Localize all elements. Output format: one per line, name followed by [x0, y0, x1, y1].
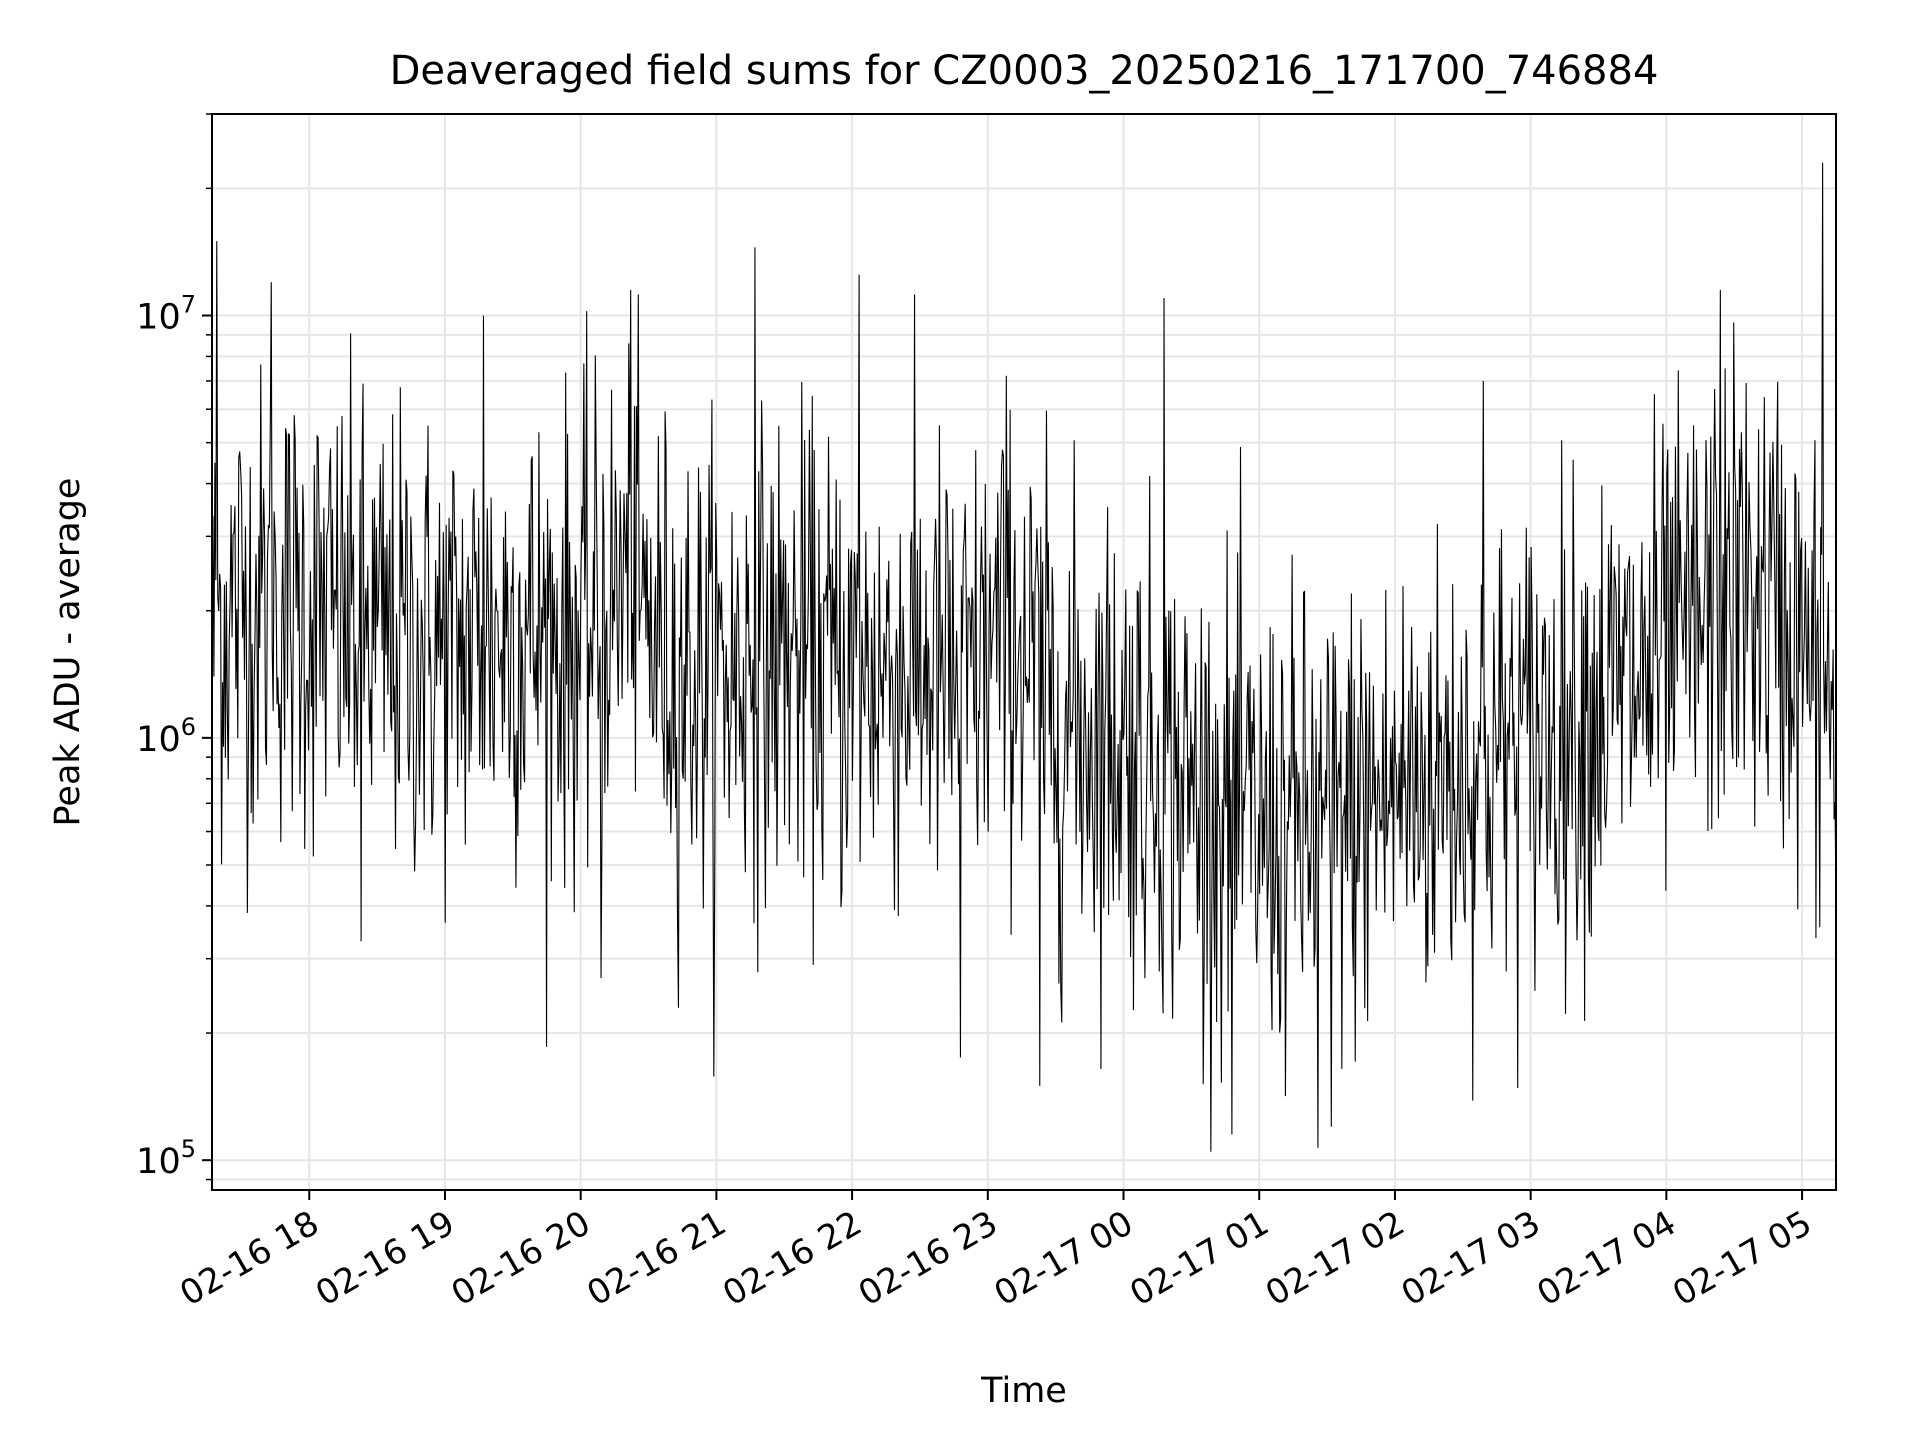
x-axis-label: Time: [980, 1371, 1067, 1411]
y-tick-label: 105: [136, 1135, 196, 1182]
y-axis-label: Peak ADU - average: [48, 478, 88, 827]
chart-title: Deaveraged field sums for CZ0003_2025021…: [390, 48, 1659, 94]
axes-frame: [211, 113, 1837, 1191]
plot-area: [212, 162, 1836, 1152]
y-tick-label: 106: [136, 713, 196, 760]
series-line: [212, 162, 1836, 1152]
y-tick-label: 107: [136, 291, 196, 338]
